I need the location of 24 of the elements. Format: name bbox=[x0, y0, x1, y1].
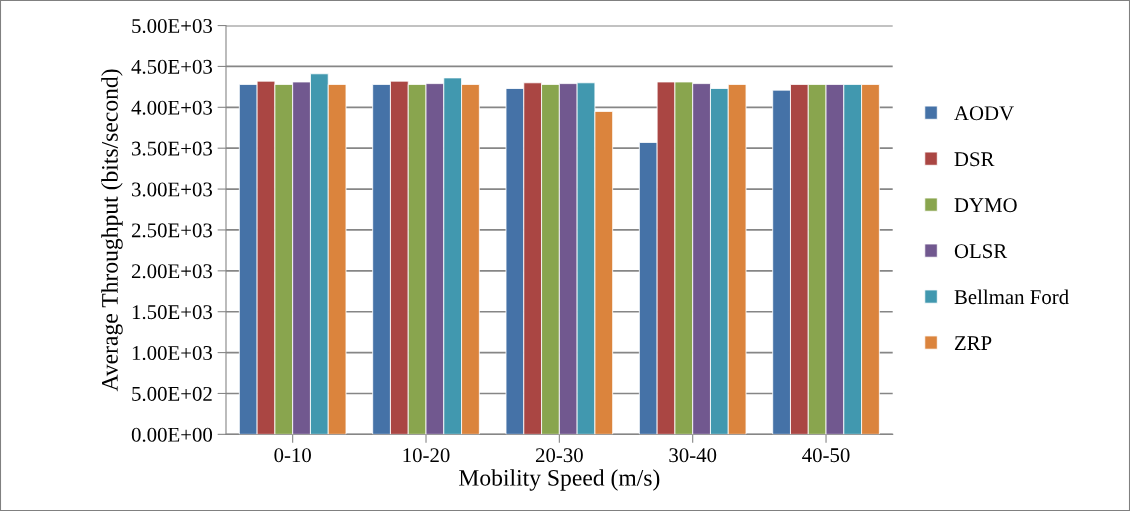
legend-label: Bellman Ford bbox=[954, 289, 1069, 305]
legend-label: OLSR bbox=[954, 244, 1008, 259]
y-tick-label: 2.50E+03 bbox=[131, 223, 212, 238]
legend-label: DYMO bbox=[954, 198, 1017, 213]
y-tick-label: 0.00E+00 bbox=[131, 427, 213, 442]
y-tick-label: 5.00E+03 bbox=[132, 18, 212, 34]
x-tick-label: 0-10 bbox=[274, 448, 311, 463]
legend-label: DSR bbox=[954, 152, 995, 167]
y-tick-label: 4.50E+03 bbox=[131, 59, 212, 74]
y-tick-label: 3.00E+03 bbox=[132, 182, 212, 197]
x-tick-label: 40-50 bbox=[802, 448, 850, 463]
y-tick-label: 3.50E+03 bbox=[132, 141, 212, 156]
y-tick-label: 2.00E+03 bbox=[131, 264, 212, 279]
y-tick-label: 5.00E+02 bbox=[132, 386, 212, 401]
legend-label: ZRP bbox=[954, 336, 992, 350]
y-tick-label: 1.00E+03 bbox=[132, 345, 212, 361]
y-tick-label: 1.50E+03 bbox=[132, 305, 212, 320]
x-tick-label: 10-20 bbox=[403, 448, 450, 463]
x-axis-title: Mobility Speed (m/s) bbox=[459, 469, 660, 491]
x-tick-label: 20-30 bbox=[535, 448, 583, 463]
y-tick-label: 4.00E+03 bbox=[131, 100, 212, 115]
y-axis-title: Average Throughput (bits/second) bbox=[101, 69, 123, 392]
x-tick-label: 30-40 bbox=[669, 448, 717, 463]
legend-label: AODV bbox=[954, 106, 1014, 121]
